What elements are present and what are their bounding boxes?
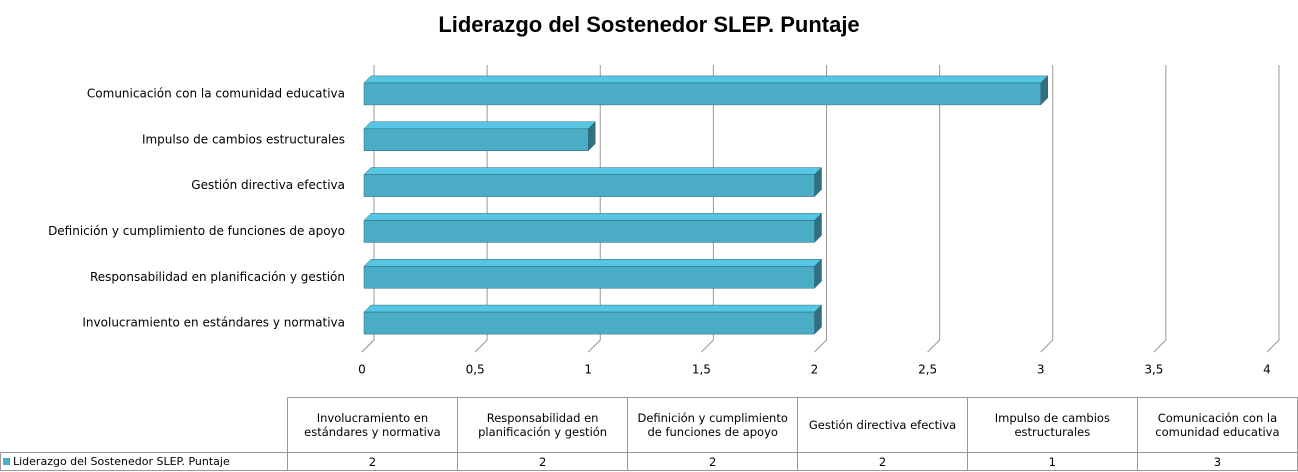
table-header: Comunicación con la comunidad educativa (1136, 397, 1298, 453)
legend-label: Liderazgo del Sostenedor SLEP. Puntaje (13, 455, 230, 468)
y-tick-label: Responsabilidad en planificación y gesti… (90, 270, 345, 284)
bar-front (363, 220, 815, 243)
y-tick-label: Comunicación con la comunidad educativa (87, 86, 345, 100)
chart: Liderazgo del Sostenedor SLEP. Puntaje 0… (48, 12, 1280, 377)
table-header: Definición y cumplimiento de funciones d… (627, 397, 799, 453)
grid-line (474, 65, 488, 353)
blank-cell (0, 397, 288, 453)
table-value: 1 (966, 452, 1138, 471)
y-tick-label: Definición y cumplimiento de funciones d… (48, 224, 345, 238)
x-tick-label: 0 (358, 363, 366, 377)
x-tick-label: 2,5 (918, 363, 937, 377)
bar-top (363, 121, 596, 129)
table-value: 2 (627, 452, 799, 471)
grid-line (587, 65, 601, 353)
bar (363, 75, 1049, 106)
x-tick-label: 2 (811, 363, 819, 377)
x-tick-label: 1 (584, 363, 592, 377)
x-tick-label: 4 (1263, 363, 1271, 377)
chart-title: Liderazgo del Sostenedor SLEP. Puntaje (438, 12, 859, 37)
grid-line (1040, 65, 1054, 353)
bar-front (363, 128, 589, 151)
grid-line (927, 65, 941, 353)
legend-cell: Liderazgo del Sostenedor SLEP. Puntaje (0, 452, 288, 471)
bar-top (363, 213, 823, 221)
grid-line (1266, 65, 1280, 353)
bar-front (363, 311, 815, 335)
y-tick-label: Gestión directiva efectiva (191, 178, 345, 192)
data-table: Involucramiento en estándares y normativ… (0, 397, 1298, 471)
table-header: Involucramiento en estándares y normativ… (286, 397, 459, 453)
table-value: 2 (457, 452, 629, 471)
table-header: Gestión directiva efectiva (797, 397, 968, 453)
x-tick-label: 1,5 (692, 363, 711, 377)
bar-top (363, 259, 823, 267)
x-tick-label: 0,5 (466, 363, 485, 377)
table-value: 2 (797, 452, 968, 471)
table-header-row: Involucramiento en estándares y normativ… (0, 397, 1298, 453)
table-value-row: Liderazgo del Sostenedor SLEP. Puntaje 2… (0, 452, 1298, 471)
bar-top (363, 167, 823, 175)
bar (363, 212, 823, 244)
bar-front (363, 174, 815, 197)
bar (363, 121, 596, 152)
y-tick-label: Involucramiento en estándares y normativ… (82, 316, 345, 330)
y-tick-label: Impulso de cambios estructurales (142, 132, 345, 146)
table-header: Responsabilidad en planificación y gesti… (457, 397, 629, 453)
grid-line (701, 65, 714, 353)
bar-front (363, 82, 1041, 106)
bar (363, 166, 823, 198)
table-header: Impulso de cambios estructurales (966, 397, 1138, 453)
grid-line (814, 65, 827, 353)
grid-line (1153, 65, 1167, 353)
grid-line (361, 65, 375, 353)
table-value: 3 (1136, 452, 1298, 471)
x-tick-label: 3 (1037, 363, 1045, 377)
bar-top (363, 304, 823, 313)
legend-swatch (3, 458, 10, 465)
bar-front (363, 266, 815, 289)
bar-top (363, 75, 1049, 84)
bar (363, 258, 823, 289)
bar (363, 304, 823, 335)
x-tick-label: 3,5 (1144, 363, 1163, 377)
table-value: 2 (286, 452, 459, 471)
